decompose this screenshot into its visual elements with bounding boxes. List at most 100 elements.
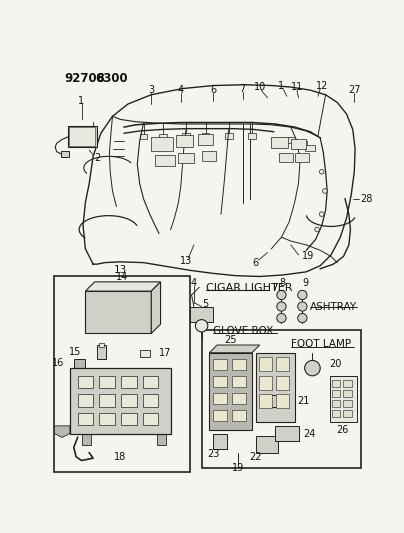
Bar [330, 376, 357, 422]
Bar [286, 137, 295, 143]
Text: 21: 21 [297, 396, 309, 406]
Bar [276, 394, 289, 408]
Bar [225, 133, 233, 139]
Text: 27: 27 [348, 85, 360, 95]
Bar [271, 137, 288, 148]
Bar [332, 400, 340, 407]
Text: 28: 28 [360, 193, 373, 204]
Bar [78, 413, 93, 425]
Bar [271, 395, 288, 407]
Text: ASHTRAY: ASHTRAY [310, 302, 357, 311]
Bar [182, 133, 190, 139]
Text: 24: 24 [303, 429, 316, 439]
Bar [232, 410, 246, 421]
Text: 11: 11 [291, 82, 303, 92]
Bar [85, 291, 151, 334]
Text: 6300: 6300 [95, 71, 128, 85]
Bar [69, 127, 95, 146]
Bar [332, 410, 340, 417]
Polygon shape [209, 345, 260, 353]
Circle shape [277, 302, 286, 311]
Bar [74, 359, 84, 368]
Bar [99, 394, 115, 407]
Text: 4: 4 [178, 85, 184, 95]
Bar [99, 413, 115, 425]
Circle shape [277, 313, 286, 322]
Bar [157, 433, 166, 445]
Text: 9: 9 [302, 278, 309, 288]
Bar [97, 345, 106, 359]
Circle shape [315, 227, 320, 232]
Text: 22: 22 [250, 451, 262, 462]
Bar [78, 394, 93, 407]
Circle shape [320, 212, 324, 216]
Text: 19: 19 [302, 252, 314, 262]
Bar [99, 343, 104, 348]
Bar [198, 134, 213, 145]
Text: 5: 5 [202, 299, 208, 309]
Text: 14: 14 [116, 272, 129, 282]
Bar [276, 357, 289, 371]
Bar [151, 137, 173, 151]
Polygon shape [151, 282, 160, 334]
Bar [256, 353, 295, 422]
Bar [143, 394, 158, 407]
Text: 15: 15 [69, 347, 82, 357]
Bar [143, 376, 158, 388]
Bar [176, 135, 193, 147]
Bar [82, 433, 91, 445]
Text: 12: 12 [316, 80, 328, 91]
Circle shape [322, 189, 327, 193]
Bar [121, 394, 137, 407]
Bar [55, 276, 190, 472]
Bar [70, 368, 170, 433]
Text: 17: 17 [159, 349, 171, 359]
Bar [202, 151, 216, 161]
Circle shape [305, 360, 320, 376]
Text: 3: 3 [148, 85, 154, 95]
Bar [140, 134, 147, 140]
Text: 8: 8 [279, 278, 285, 288]
Polygon shape [85, 282, 160, 291]
Text: 19: 19 [232, 463, 244, 473]
Bar [276, 376, 289, 390]
Bar [295, 152, 309, 161]
Bar [155, 155, 175, 166]
Text: 18: 18 [114, 451, 126, 462]
Bar [343, 379, 352, 386]
Text: 13: 13 [114, 264, 127, 274]
Circle shape [196, 320, 208, 332]
Bar [332, 390, 340, 397]
Bar [67, 126, 97, 147]
Bar [343, 390, 352, 397]
Bar [248, 133, 256, 139]
Text: 2: 2 [94, 153, 100, 163]
Bar [99, 376, 115, 388]
Text: 16: 16 [52, 359, 65, 368]
Bar [291, 140, 306, 149]
Bar [259, 357, 272, 371]
Circle shape [320, 169, 324, 174]
Bar [213, 410, 227, 421]
Text: GLOVE BOX: GLOVE BOX [213, 326, 274, 336]
Bar [259, 394, 272, 408]
Bar [213, 433, 227, 449]
Text: 23: 23 [207, 449, 219, 459]
Bar [343, 410, 352, 417]
Bar [256, 436, 278, 453]
Bar [213, 393, 227, 405]
Bar [121, 376, 137, 388]
Text: 10: 10 [254, 82, 266, 92]
Bar [232, 359, 246, 370]
Text: 6: 6 [253, 257, 259, 268]
Bar [61, 151, 69, 157]
Text: 20: 20 [330, 359, 342, 369]
Bar [202, 329, 360, 468]
Bar [190, 306, 213, 322]
Bar [179, 152, 194, 163]
Bar [213, 376, 227, 387]
Text: 4: 4 [191, 278, 197, 288]
Bar [279, 152, 293, 161]
Bar [232, 393, 246, 405]
Circle shape [277, 290, 286, 300]
